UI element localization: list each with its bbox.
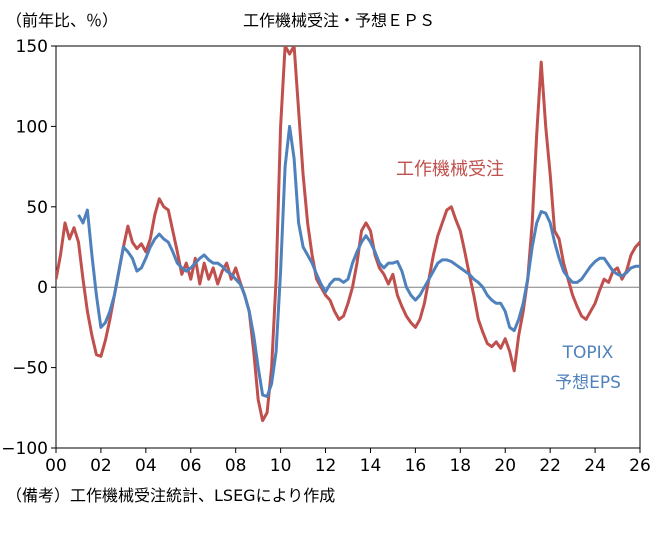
x-tick-label: 04 <box>135 456 157 476</box>
x-tick-label: 12 <box>315 456 337 476</box>
series-label-topix: TOPIX <box>562 343 614 363</box>
plot-area <box>55 45 641 449</box>
x-tick-label: 08 <box>225 456 247 476</box>
x-tick-label: 22 <box>539 456 561 476</box>
series-label-machine-orders: 工作機械受注 <box>396 159 504 180</box>
y-tick-label: 50 <box>26 198 48 218</box>
x-tick-label: 14 <box>360 456 382 476</box>
y-tick-label: 150 <box>16 37 48 57</box>
series-line-topix-eps <box>77 124 640 398</box>
y-tick-label: −50 <box>12 359 48 379</box>
x-ticks: 00 02 04 06 08 10 12 14 16 18 20 22 24 26 <box>45 448 651 476</box>
y-tick-label: 100 <box>16 117 48 137</box>
x-tick-label: 24 <box>584 456 606 476</box>
series-group <box>56 46 640 423</box>
series-line-machine-tool-orders <box>56 46 640 423</box>
x-tick-label: 02 <box>90 456 112 476</box>
footnote: （備考）工作機械受注統計、LSEGにより作成 <box>6 486 335 505</box>
x-tick-label: 16 <box>405 456 427 476</box>
x-tick-label: 00 <box>45 456 67 476</box>
chart-title: 工作機械受注・予想ＥＰＳ <box>243 11 435 30</box>
y-axis-label: （前年比、％） <box>6 11 118 30</box>
y-tick-label: 0 <box>37 278 48 298</box>
y-ticks: 150 100 50 0 −50 −100 <box>1 37 56 459</box>
series-label-eps: 予想EPS <box>555 373 621 393</box>
x-tick-label: 10 <box>270 456 292 476</box>
x-tick-label: 20 <box>494 456 516 476</box>
x-tick-label: 26 <box>629 456 651 476</box>
x-tick-label: 18 <box>449 456 471 476</box>
y-tick-label: −100 <box>1 439 48 459</box>
x-tick-label: 06 <box>180 456 202 476</box>
